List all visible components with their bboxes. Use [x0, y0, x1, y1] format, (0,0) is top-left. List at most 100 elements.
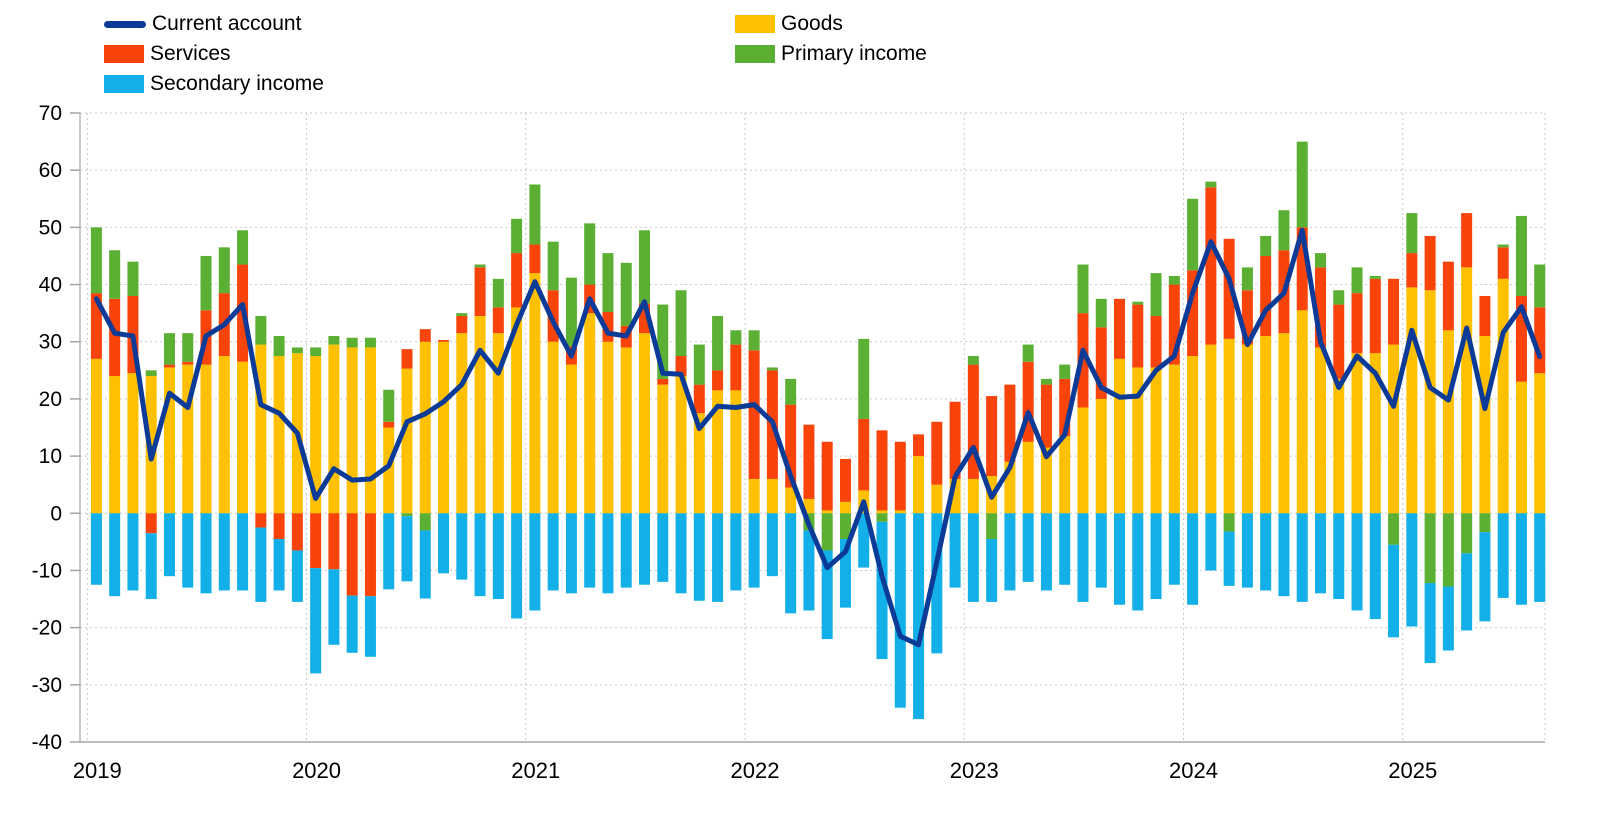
y-tick-label: 30 [39, 331, 62, 354]
bar-segment-services [1351, 293, 1363, 354]
y-tick-label: 50 [39, 216, 62, 239]
bar-segment-secondary [145, 533, 157, 600]
legend-item-current-account: Current account [104, 12, 301, 36]
bar-segment-secondary [675, 513, 687, 594]
bar-segment-goods [182, 364, 194, 514]
bar-segment-secondary [1278, 513, 1290, 597]
bar-segment-goods [602, 341, 614, 514]
bar-segment-primary [1187, 198, 1199, 271]
bar-segment-services [1442, 261, 1454, 331]
bar-segment-secondary [657, 513, 669, 582]
bar-segment-services [310, 513, 322, 569]
bar-segment-services [803, 424, 815, 499]
bar-segment-goods [1022, 441, 1034, 514]
services-swatch [104, 45, 144, 63]
bar-segment-goods [1004, 461, 1016, 514]
bar-segment-secondary [913, 513, 925, 720]
bar-segment-secondary [547, 513, 559, 591]
bar-segment-secondary [474, 513, 486, 597]
bar-segment-secondary [1333, 513, 1345, 600]
bar-segment-secondary [748, 513, 760, 588]
bar-segment-goods [492, 333, 504, 514]
bar-segment-services [182, 361, 194, 365]
bar-segment-goods [766, 478, 778, 514]
bar-segment-primary [474, 264, 486, 268]
bar-segment-primary [1333, 290, 1345, 305]
bar-segment-goods [1479, 336, 1491, 514]
bar-segment-goods [1369, 353, 1381, 514]
bar-segment-primary [1534, 264, 1546, 308]
bar-segment-services [1260, 255, 1272, 337]
bar-segment-services [712, 370, 724, 391]
bar-segment-goods [1351, 353, 1363, 514]
current-account-line-swatch [104, 20, 146, 28]
bar-segment-services [1187, 270, 1199, 357]
bar-segment-goods [1040, 447, 1052, 514]
legend-label-goods: Goods [781, 12, 843, 35]
bar-segment-services [383, 421, 395, 428]
bar-segment-services [1388, 278, 1400, 345]
bar-segment-primary [1077, 264, 1089, 314]
bar-segment-secondary [1497, 513, 1509, 598]
bar-segment-secondary [364, 596, 376, 657]
bar-segment-goods [894, 510, 906, 514]
bar-segment-secondary [182, 513, 194, 588]
bar-segment-services [492, 307, 504, 334]
bar-segment-goods [1187, 356, 1199, 514]
bar-segment-goods [1278, 333, 1290, 514]
bar-segment-goods [1406, 287, 1418, 514]
bar-segment-primary [291, 347, 303, 354]
bar-segment-primary [273, 336, 285, 357]
bar-segment-services [639, 303, 650, 334]
bar-segment-primary [1260, 235, 1272, 256]
bar-segment-secondary [1351, 513, 1363, 611]
bar-segment-goods [346, 347, 358, 514]
y-tick-label: 70 [39, 102, 62, 125]
bar-segment-services [913, 434, 925, 457]
chart-legend: Current account Services Secondary incom… [0, 0, 1607, 100]
bar-segment-services [90, 293, 102, 359]
bar-segment-secondary [1296, 513, 1308, 602]
bar-segment-secondary [1168, 513, 1180, 585]
bar-segment-goods [255, 344, 267, 514]
bar-segment-secondary [785, 513, 797, 614]
bar-segment-secondary [163, 513, 175, 577]
bar-segment-goods [1442, 330, 1454, 514]
bar-segment-secondary [1479, 532, 1491, 622]
bar-segment-primary [1150, 273, 1162, 316]
bar-segment-services [346, 513, 358, 596]
bar-segment-services [1223, 238, 1235, 339]
bar-segment-secondary [1260, 513, 1272, 591]
bar-segment-goods [200, 364, 212, 514]
bar-segment-secondary [1059, 513, 1071, 585]
bar-segment-secondary [1022, 513, 1034, 582]
bar-segment-secondary [438, 513, 450, 574]
bar-segment-primary [986, 513, 998, 540]
bar-segment-secondary [1077, 513, 1089, 602]
bar-segment-services [1296, 227, 1308, 311]
bar-segment-primary [1278, 210, 1290, 251]
bar-segment-goods [109, 376, 121, 514]
bar-segment-services [1150, 315, 1162, 368]
bar-segment-goods [1223, 338, 1235, 514]
bar-segment-secondary [1040, 513, 1052, 591]
bar-segment-primary [712, 315, 724, 371]
bar-segment-secondary [620, 513, 632, 588]
bar-segment-goods [1515, 381, 1527, 514]
bar-segment-primary [127, 261, 139, 296]
bar-segment-services [145, 513, 157, 534]
bar-segment-services [1515, 295, 1527, 382]
bar-segment-goods [657, 384, 669, 514]
y-tick-label: 10 [39, 445, 62, 468]
x-year-label: 2020 [292, 758, 341, 783]
bar-segment-primary [1369, 275, 1381, 279]
bar-segment-services [858, 418, 870, 491]
bar-segment-primary [639, 230, 650, 304]
bar-segment-secondary [328, 569, 340, 645]
bar-segment-primary [218, 247, 230, 294]
bar-segment-goods [730, 390, 742, 514]
x-year-label: 2023 [950, 758, 999, 783]
bar-segment-goods [1333, 378, 1345, 514]
bar-segment-primary [876, 513, 888, 522]
bar-segment-services [1424, 235, 1436, 291]
